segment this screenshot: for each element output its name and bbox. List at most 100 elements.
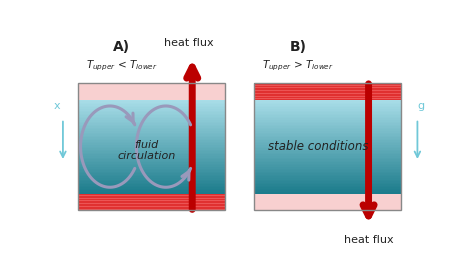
Bar xyxy=(254,155,401,156)
Bar xyxy=(78,169,225,170)
Bar xyxy=(254,150,401,151)
Bar xyxy=(254,104,401,106)
Bar xyxy=(254,184,401,186)
Bar xyxy=(254,120,401,122)
Bar xyxy=(78,162,225,164)
Bar xyxy=(78,192,225,194)
Bar xyxy=(78,159,225,161)
Bar xyxy=(78,186,225,187)
Bar xyxy=(254,107,401,109)
Bar xyxy=(254,180,401,181)
Bar xyxy=(254,159,401,161)
Bar xyxy=(78,118,225,120)
Bar xyxy=(78,129,225,131)
Bar xyxy=(78,170,225,172)
Bar xyxy=(78,136,225,137)
Bar xyxy=(254,170,401,172)
Bar xyxy=(254,132,401,134)
Bar xyxy=(78,161,225,162)
Bar xyxy=(78,106,225,107)
Bar xyxy=(78,139,225,140)
Bar xyxy=(78,123,225,125)
Text: fluid
circulation: fluid circulation xyxy=(118,140,176,161)
Bar xyxy=(254,172,401,173)
Bar xyxy=(78,111,225,112)
Bar xyxy=(78,183,225,184)
Text: $T_{upper}$ > $T_{lower}$: $T_{upper}$ > $T_{lower}$ xyxy=(262,59,334,73)
Bar xyxy=(254,140,401,142)
Bar xyxy=(78,122,225,123)
Bar xyxy=(254,106,401,107)
Bar xyxy=(254,129,401,131)
Bar xyxy=(78,155,225,156)
Bar xyxy=(78,153,225,155)
Bar xyxy=(78,134,225,136)
Bar xyxy=(254,83,401,100)
Bar xyxy=(78,140,225,142)
Bar xyxy=(254,161,401,162)
Bar xyxy=(78,109,225,111)
Bar xyxy=(254,123,401,125)
Bar xyxy=(78,117,225,118)
Bar xyxy=(254,111,401,112)
Bar xyxy=(254,117,401,118)
Bar xyxy=(78,173,225,175)
Text: x: x xyxy=(54,101,61,111)
Bar xyxy=(78,126,225,128)
Bar xyxy=(78,142,225,143)
Bar xyxy=(78,172,225,173)
Bar xyxy=(254,175,401,176)
Bar xyxy=(78,151,225,153)
Bar xyxy=(78,137,225,139)
Bar xyxy=(78,167,225,169)
Text: stable conditions: stable conditions xyxy=(268,140,369,153)
Bar xyxy=(254,148,401,150)
Text: B): B) xyxy=(290,40,307,55)
Bar xyxy=(78,189,225,190)
Text: heat flux: heat flux xyxy=(164,38,213,48)
Bar xyxy=(78,131,225,132)
Bar xyxy=(254,176,401,178)
Bar xyxy=(78,104,225,106)
Bar xyxy=(254,122,401,123)
Bar xyxy=(254,186,401,187)
Bar xyxy=(254,139,401,140)
Text: $T_{upper}$ < $T_{lower}$: $T_{upper}$ < $T_{lower}$ xyxy=(86,59,157,73)
Bar xyxy=(78,128,225,129)
Bar xyxy=(254,125,401,126)
Bar xyxy=(78,178,225,180)
Bar xyxy=(78,180,225,181)
Bar xyxy=(254,173,401,175)
Text: g: g xyxy=(418,101,425,111)
Bar xyxy=(78,164,225,165)
Bar xyxy=(254,147,401,148)
Bar xyxy=(78,194,225,210)
Bar xyxy=(254,153,401,155)
Bar xyxy=(254,103,401,104)
Bar xyxy=(78,148,225,150)
Bar xyxy=(78,101,225,103)
Bar xyxy=(254,137,401,139)
Bar xyxy=(78,190,225,192)
Bar xyxy=(78,125,225,126)
Bar xyxy=(254,167,401,169)
Bar xyxy=(254,83,401,210)
Bar xyxy=(254,156,401,157)
Bar xyxy=(254,109,401,111)
Bar xyxy=(254,136,401,137)
Bar xyxy=(78,120,225,122)
Bar xyxy=(254,194,401,210)
Bar xyxy=(254,101,401,103)
Bar xyxy=(78,107,225,109)
Bar xyxy=(78,175,225,176)
Bar xyxy=(254,187,401,189)
Bar xyxy=(254,128,401,129)
Bar xyxy=(78,147,225,148)
Bar xyxy=(254,151,401,153)
Text: heat flux: heat flux xyxy=(344,235,393,245)
Bar xyxy=(254,134,401,136)
Bar xyxy=(254,115,401,117)
Bar xyxy=(254,192,401,194)
Bar xyxy=(254,145,401,147)
Bar xyxy=(254,157,401,159)
